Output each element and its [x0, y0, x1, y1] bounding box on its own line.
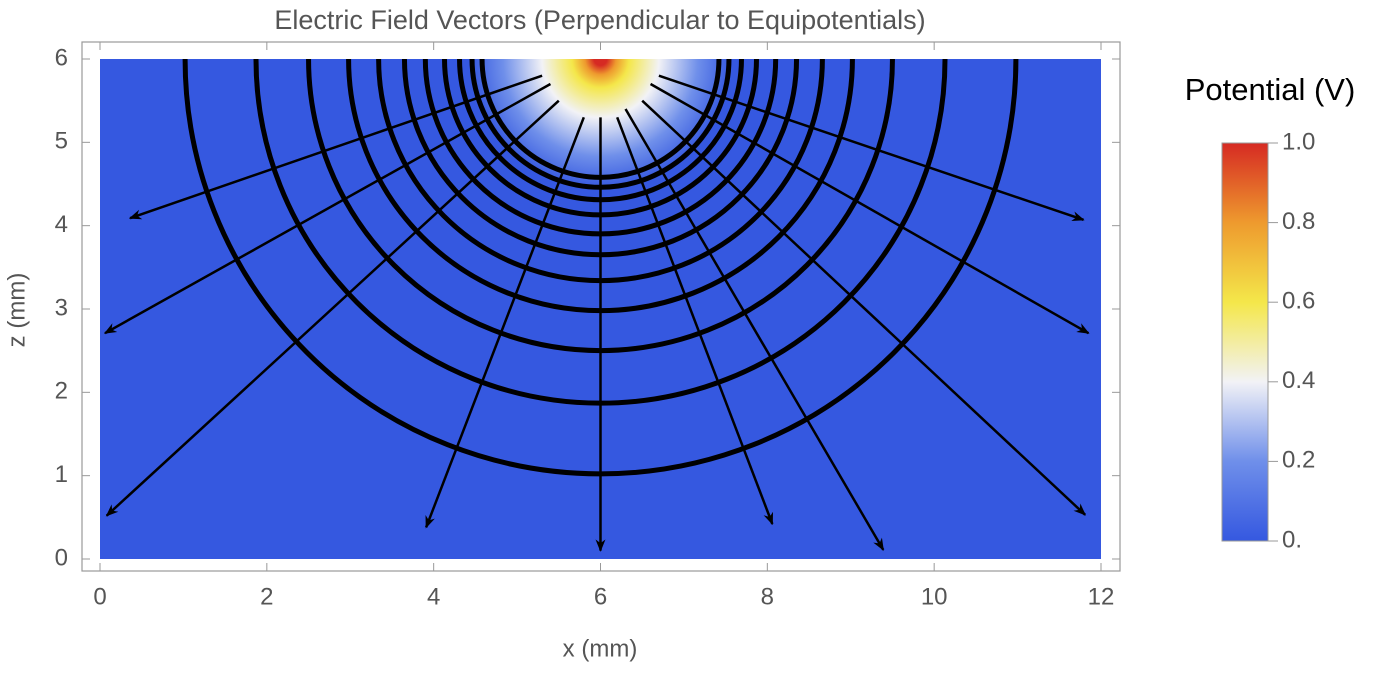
x-axis-label: x (mm)	[563, 635, 638, 662]
colorbar-tick-label: 0.	[1282, 526, 1302, 553]
plot-content	[103, 59, 1090, 552]
field-line	[658, 74, 1085, 222]
y-tick-label: 6	[55, 44, 68, 71]
field-line	[128, 74, 543, 220]
x-tick-label: 12	[1088, 583, 1115, 610]
field-line	[424, 116, 585, 529]
y-tick-label: 4	[55, 211, 68, 238]
colorbar-tick-label: 0.8	[1282, 208, 1315, 235]
y-axis-label: z (mm)	[3, 273, 30, 348]
colorbar-tick-label: 0.2	[1282, 447, 1315, 474]
y-tick-label: 2	[55, 378, 68, 405]
colorbar	[1221, 142, 1269, 542]
x-tick-label: 10	[921, 583, 948, 610]
colorbar-tick-label: 0.6	[1282, 288, 1315, 315]
field-line	[624, 108, 885, 551]
x-tick-label: 4	[427, 583, 440, 610]
field-line	[641, 99, 1087, 516]
y-tick-label: 3	[55, 294, 68, 321]
field-line	[616, 116, 774, 526]
y-tick-label: 5	[55, 128, 68, 155]
x-tick-label: 2	[260, 583, 273, 610]
y-tick-label: 0	[55, 544, 68, 571]
colorbar-tick-label: 0.4	[1282, 367, 1315, 394]
x-tick-label: 0	[93, 583, 106, 610]
colorbar-title: Potential (V)	[1185, 72, 1356, 107]
x-tick-label: 6	[594, 583, 607, 610]
field-line	[649, 82, 1090, 335]
field-line	[103, 82, 552, 335]
colorbar-tick-label: 1.0	[1282, 128, 1315, 155]
chart-title: Electric Field Vectors (Perpendicular to…	[274, 5, 925, 35]
field-line	[105, 99, 560, 517]
y-tick-label: 1	[55, 461, 68, 488]
x-tick-label: 8	[761, 583, 774, 610]
